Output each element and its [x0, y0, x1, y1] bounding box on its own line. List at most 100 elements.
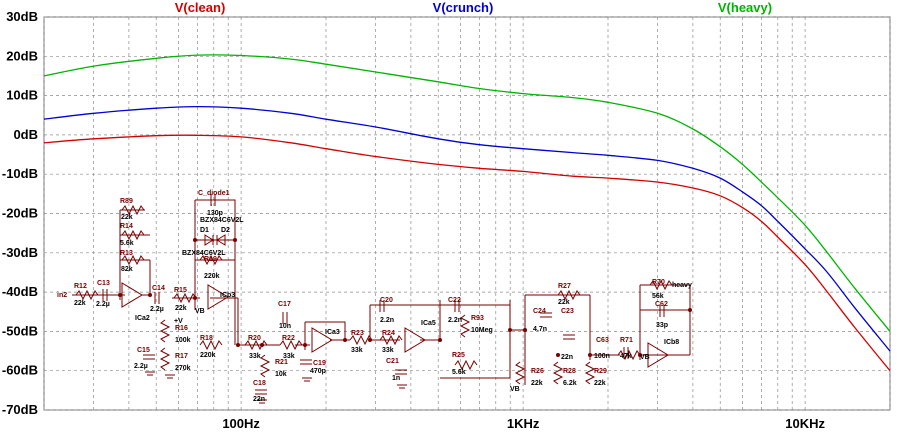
schematic-label-ica3: ICa3	[325, 329, 340, 336]
schematic-label-r14v: 5.6k	[120, 240, 134, 247]
schematic-label-c62: C62	[655, 301, 668, 308]
x-axis-ticks: 100Hz 1KHz 10KHz	[222, 416, 825, 431]
schematic-label-r12: R12	[74, 283, 87, 290]
schematic-label-r21: R21	[275, 359, 288, 366]
schematic-label-c62v: 33p	[656, 322, 668, 329]
schematic-label-r28: R28	[563, 368, 576, 375]
schematic-label-r14: R14	[120, 223, 133, 230]
series-line-vclean	[43, 134, 891, 372]
schematic-label-c15: C15	[137, 347, 150, 354]
schematic-label-cdiode: C_diode1	[198, 190, 230, 197]
schematic-label-r12v: 22k	[74, 300, 86, 307]
schematic-overlay	[72, 194, 692, 404]
schematic-label-vb1: VB	[195, 308, 205, 315]
schematic-label-r17: R17	[175, 353, 188, 360]
schematic-label-r28v: 6.2k	[563, 380, 577, 387]
schematic-label-r15v: 22k	[175, 305, 187, 312]
schematic-label-r19: R19	[204, 256, 217, 263]
schematic-label-r22: R22	[282, 335, 295, 342]
y-tick-label: -60dB	[2, 363, 38, 378]
schematic-label-c14: C14	[152, 285, 165, 292]
schematic-label-vplus: +V	[174, 318, 183, 325]
schematic-label-r13: R13	[120, 250, 133, 257]
schematic-label-r71v: 47k	[620, 353, 632, 360]
legend-entry[interactable]: V(clean)	[175, 0, 226, 15]
y-tick-label: -70dB	[2, 402, 38, 417]
schematic-label-in: in2	[57, 292, 67, 299]
schematic-labels: in2 R12 22k C13 2.2µ R89 22k R14 5.6k R13 82k ICa2 C…	[57, 190, 692, 403]
y-tick-label: -40dB	[2, 284, 38, 299]
schematic-label-c24v: 4.7n	[533, 326, 547, 333]
y-tick-label: -50dB	[2, 323, 38, 338]
y-tick-label: 30dB	[6, 9, 38, 24]
legend: V(clean) V(crunch) V(heavy)	[175, 0, 772, 15]
schematic-label-icb3: ICb3	[220, 292, 235, 299]
series-line-vheavy	[43, 54, 891, 332]
schematic-label-r70v: 56k	[652, 293, 664, 300]
schematic-label-c19: C19	[313, 360, 326, 367]
schematic-label-r15: R15	[174, 287, 187, 294]
schematic-label-r18: R18	[200, 335, 213, 342]
schematic-label-d2: D2	[221, 227, 230, 234]
schematic-label-c13v: 2.2µ	[96, 301, 110, 308]
schematic-label-vb3: VB	[640, 354, 650, 361]
schematic-label-r13v: 82k	[121, 266, 133, 273]
schematic-label-c21: C21	[386, 358, 399, 365]
schematic-label-ica2: ICa2	[135, 315, 150, 322]
schematic-label-r18v: 220k	[200, 352, 216, 359]
schematic-label-r29v: 22k	[594, 380, 606, 387]
schematic-label-heavy: heavy	[672, 282, 692, 289]
x-tick-label: 1KHz	[507, 416, 540, 431]
schematic-label-c22: C22	[448, 297, 461, 304]
schematic-label-r23v: 33k	[351, 347, 363, 354]
x-tick-label: 100Hz	[222, 416, 260, 431]
x-tick-label: 10KHz	[785, 416, 825, 431]
y-tick-label: -10dB	[2, 166, 38, 181]
schematic-label-r19v: 220k	[204, 273, 220, 280]
schematic-label-c20v: 2.2n	[380, 317, 394, 324]
schematic-label-c18: C18	[253, 380, 266, 387]
schematic-label-r25: R25	[452, 352, 465, 359]
y-tick-label: 20dB	[6, 48, 38, 63]
y-tick-label: -30dB	[2, 245, 38, 260]
schematic-label-r24v: 33k	[382, 347, 394, 354]
schematic-label-c13: C13	[97, 280, 110, 287]
schematic-label-r27v: 22k	[558, 299, 570, 306]
schematic-label-r26v: 22k	[531, 380, 543, 387]
schematic-label-c15v: 2.2µ	[134, 363, 148, 370]
schematic-label-icb8: ICb8	[664, 339, 679, 346]
schematic-label-c63: C63	[596, 337, 609, 344]
schematic-label-r89: R89	[120, 198, 133, 205]
schematic-label-c18v: 22n	[253, 396, 265, 403]
schematic-label-c17: C17	[278, 301, 291, 308]
schematic-label-c22v: 2.2n	[448, 317, 462, 324]
schematic-label-r26: R26	[531, 368, 544, 375]
y-tick-label: -20dB	[2, 206, 38, 221]
schematic-label-c63v: 100n	[594, 353, 610, 360]
schematic-label-r70: R70	[652, 279, 665, 286]
schematic-label-r17v: 270k	[175, 365, 191, 372]
schematic-label-d1: D1	[200, 227, 209, 234]
y-tick-label: 0dB	[13, 127, 38, 142]
series-line-vcrunch	[43, 105, 891, 352]
schematic-label-r29: R29	[594, 368, 607, 375]
schematic-label-r71: R71	[620, 337, 633, 344]
schematic-label-c20: C20	[380, 297, 393, 304]
y-tick-label: 10dB	[6, 88, 38, 103]
y-axis-ticks: 30dB 20dB 10dB 0dB -10dB -20dB -30dB -40dB -50dB…	[2, 9, 38, 417]
schematic-label-bzx1: BZX84C6V2L	[200, 217, 244, 224]
legend-entry[interactable]: V(crunch)	[433, 0, 494, 15]
schematic-label-r16: R16	[175, 325, 188, 332]
schematic-label-r16v: 100k	[175, 337, 191, 344]
schematic-label-r21v: 10k	[275, 371, 287, 378]
schematic-label-vb2: VB	[510, 386, 520, 393]
schematic-label-c14v: 2.2µ	[150, 306, 164, 313]
schematic-label-r93v: 10Meg	[471, 327, 493, 334]
schematic-label-c23: C23	[561, 308, 574, 315]
schematic-label-r24: R24	[382, 330, 395, 337]
schematic-label-r27: R27	[558, 283, 571, 290]
schematic-label-r20: R20	[248, 335, 261, 342]
legend-entry[interactable]: V(heavy)	[718, 0, 772, 15]
